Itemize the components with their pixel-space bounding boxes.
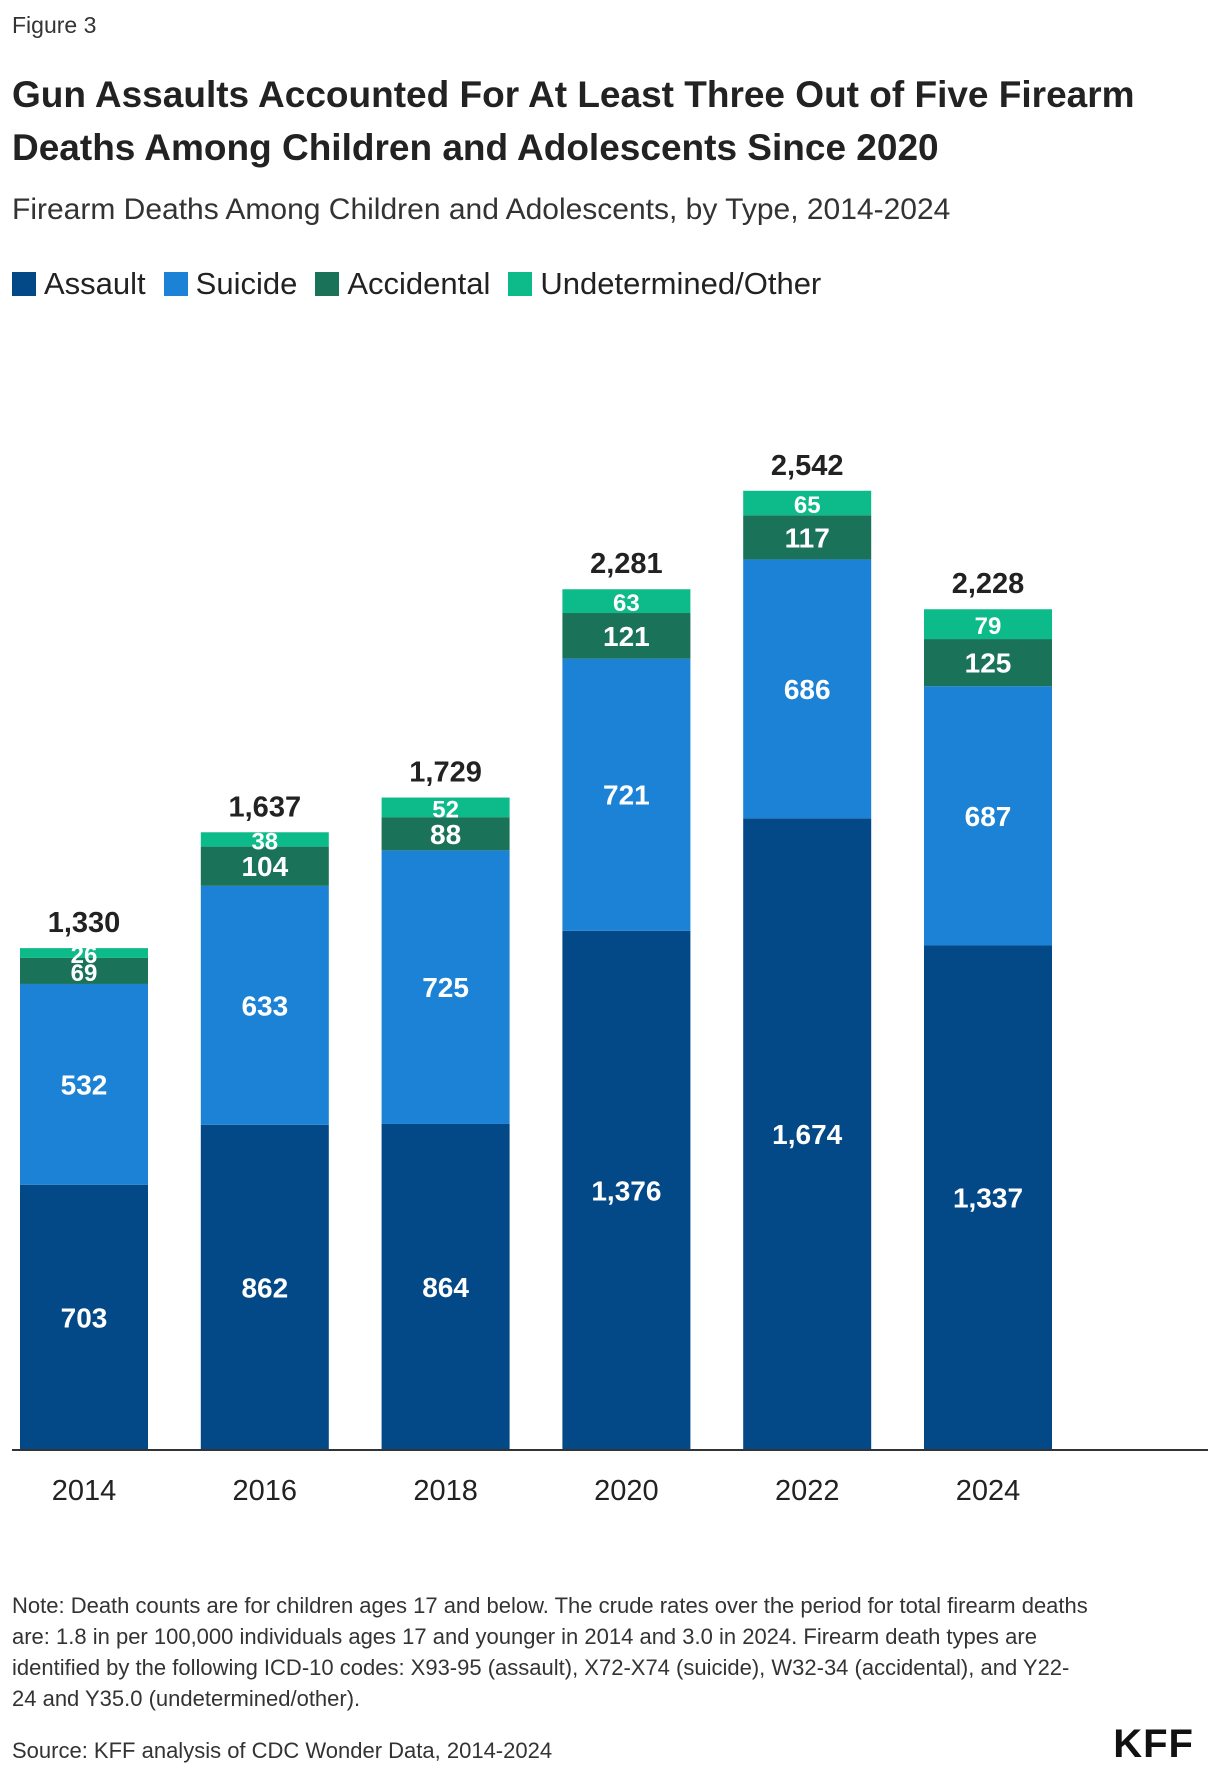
data-label: 63 [613, 590, 640, 617]
chart-source: Source: KFF analysis of CDC Wonder Data,… [12, 1738, 553, 1763]
x-tick-label: 2016 [233, 1475, 298, 1507]
data-label: 703 [61, 1302, 108, 1333]
data-label: 65 [794, 492, 821, 519]
x-tick-label: 2014 [52, 1475, 117, 1507]
legend-label-accidental: Accidental [347, 266, 491, 301]
bar-segment-undetermined-other-2024 [924, 609, 1052, 640]
total-label: 2,281 [590, 548, 663, 580]
bar-segment-assault-2020 [562, 930, 691, 1450]
data-label: 69 [71, 960, 98, 987]
bar-segment-assault-2024 [924, 945, 1052, 1450]
data-label: 864 [422, 1272, 469, 1303]
bar-segment-assault-2014 [20, 1184, 148, 1450]
legend-swatch-assault [12, 272, 36, 296]
chart-title: Gun Assaults Accounted For At Least Thre… [12, 74, 1135, 168]
bar-segment-undetermined-other-2020 [562, 589, 691, 614]
bar-segment-undetermined-other-2018 [381, 797, 510, 818]
bar-segment-accidental-2020 [562, 613, 691, 659]
legend-label-assault: Assault [44, 266, 146, 301]
total-label: 1,330 [48, 907, 121, 939]
data-label: 125 [965, 648, 1012, 679]
x-tick-label: 2020 [594, 1475, 659, 1507]
data-label: 725 [422, 972, 469, 1003]
total-label: 1,637 [229, 791, 302, 823]
data-label: 104 [241, 851, 288, 882]
data-label: 38 [251, 828, 278, 855]
bar-segment-suicide-2018 [381, 850, 510, 1124]
data-label: 1,337 [953, 1183, 1023, 1214]
figure-label: Figure 3 [12, 12, 97, 38]
bar-segment-assault-2018 [381, 1123, 510, 1450]
bar-segment-suicide-2016 [200, 885, 329, 1125]
bar-segment-assault-2016 [200, 1124, 329, 1450]
data-label: 26 [71, 942, 98, 969]
legend-swatch-undetermined [508, 272, 533, 296]
legend-item-accidental: Accidental [315, 266, 490, 302]
bar-segment-accidental-2014 [20, 957, 148, 984]
bar-segment-assault-2022 [743, 818, 872, 1450]
legend-swatch-accidental [315, 272, 340, 296]
x-tick-label: 2022 [775, 1475, 840, 1507]
legend-item-suicide: Suicide [163, 266, 298, 302]
data-label: 633 [241, 990, 288, 1021]
data-label: 1,674 [772, 1119, 842, 1150]
bar-segment-suicide-2022 [743, 559, 872, 819]
bar-segment-undetermined-other-2014 [20, 948, 148, 958]
total-label: 2,228 [952, 568, 1025, 600]
x-tick-label: 2018 [413, 1475, 478, 1507]
chart-subtitle: Firearm Deaths Among Children and Adoles… [12, 193, 951, 226]
kff-logo: KFF [1113, 1722, 1194, 1766]
legend-item-undetermined: Undetermined/Other [508, 266, 821, 302]
data-label: 52 [432, 796, 459, 823]
data-label: 117 [785, 522, 830, 553]
bar-segment-accidental-2022 [743, 515, 872, 560]
data-label: 88 [430, 819, 461, 850]
data-label: 687 [965, 801, 1012, 832]
total-label: 2,542 [771, 450, 844, 482]
total-label: 1,729 [409, 757, 482, 789]
x-tick-label: 2024 [956, 1475, 1021, 1507]
legend-label-suicide: Suicide [195, 266, 298, 301]
bar-segment-undetermined-other-2016 [200, 832, 329, 847]
legend-item-assault: Assault [12, 266, 146, 302]
legend-label-undetermined: Undetermined/Other [540, 266, 822, 301]
bar-segment-accidental-2024 [924, 639, 1052, 687]
data-label: 121 [603, 621, 650, 652]
legend: Assault Suicide Accidental Undetermined/… [12, 266, 839, 302]
bar-segment-accidental-2018 [381, 817, 510, 851]
data-label: 721 [603, 780, 650, 811]
chart-note: Note: Death counts are for children ages… [12, 1593, 1088, 1711]
bar-segment-undetermined-other-2022 [743, 490, 872, 516]
bar-segment-suicide-2014 [20, 983, 148, 1185]
data-label: 1,376 [591, 1175, 661, 1206]
data-label: 79 [975, 613, 1002, 640]
bar-segment-accidental-2016 [200, 846, 329, 886]
legend-swatch-suicide [163, 272, 188, 296]
data-label: 862 [241, 1272, 288, 1303]
bar-segment-suicide-2020 [562, 658, 691, 931]
bar-segment-suicide-2024 [924, 686, 1052, 946]
data-label: 532 [61, 1069, 108, 1100]
data-label: 686 [784, 674, 831, 705]
